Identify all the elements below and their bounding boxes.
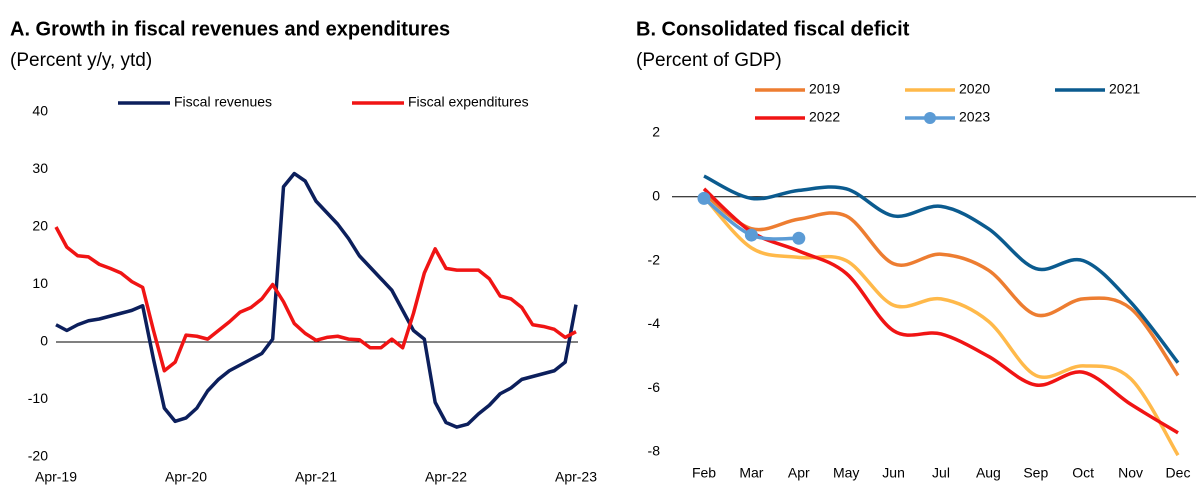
marker <box>697 191 711 205</box>
marker <box>744 228 758 242</box>
series-line <box>54 226 577 373</box>
y-tick-label: 20 <box>32 218 48 234</box>
legend-label: 2022 <box>809 109 840 125</box>
x-tick-label: Feb <box>692 465 716 481</box>
legend-label: 2021 <box>1109 81 1140 97</box>
x-tick-label: Nov <box>1118 465 1143 481</box>
legend-label: Fiscal revenues <box>174 94 272 110</box>
series-line <box>702 195 1180 457</box>
legend-label: Fiscal expenditures <box>408 94 529 110</box>
legend-marker <box>924 112 936 124</box>
x-tick-label: Apr <box>788 465 810 481</box>
series-line <box>702 192 1180 377</box>
y-tick-label: -6 <box>648 379 661 395</box>
y-tick-label: 40 <box>32 103 48 119</box>
y-tick-label: -8 <box>648 443 661 459</box>
x-tick-label: Oct <box>1072 465 1094 481</box>
x-tick-label: Dec <box>1166 465 1191 481</box>
legend-label: 2020 <box>959 81 990 97</box>
y-tick-label: -20 <box>28 448 48 464</box>
y-tick-label: 0 <box>652 188 660 204</box>
y-tick-label: -4 <box>648 315 661 331</box>
x-tick-label: Jun <box>882 465 905 481</box>
series-line <box>703 174 1180 364</box>
x-tick-label: Mar <box>739 465 763 481</box>
y-tick-label: 2 <box>652 124 660 140</box>
series-line <box>55 171 578 429</box>
legend-label: 2023 <box>959 109 990 125</box>
x-tick-label: Apr-19 <box>35 469 77 485</box>
chart-subtitle: (Percent of GDP) <box>636 50 782 71</box>
chart-subtitle: (Percent y/y, ytd) <box>10 50 152 71</box>
legend-label: 2019 <box>809 81 840 97</box>
x-tick-label: Aug <box>976 465 1001 481</box>
x-tick-label: Apr-21 <box>295 469 337 485</box>
x-tick-label: Jul <box>932 465 950 481</box>
x-tick-label: May <box>833 465 859 481</box>
x-tick-label: Apr-20 <box>165 469 207 485</box>
series-line <box>702 187 1179 435</box>
y-tick-label: -10 <box>28 390 48 406</box>
x-tick-label: Apr-23 <box>555 469 597 485</box>
y-tick-label: 10 <box>32 275 48 291</box>
marker <box>792 231 806 245</box>
chart-title: A. Growth in fiscal revenues and expendi… <box>10 18 450 40</box>
x-tick-label: Sep <box>1023 465 1048 481</box>
y-tick-label: -2 <box>648 251 661 267</box>
x-tick-label: Apr-22 <box>425 469 467 485</box>
y-tick-label: 0 <box>40 333 48 349</box>
y-tick-label: 30 <box>32 160 48 176</box>
chart-title: B. Consolidated fiscal deficit <box>636 18 910 40</box>
